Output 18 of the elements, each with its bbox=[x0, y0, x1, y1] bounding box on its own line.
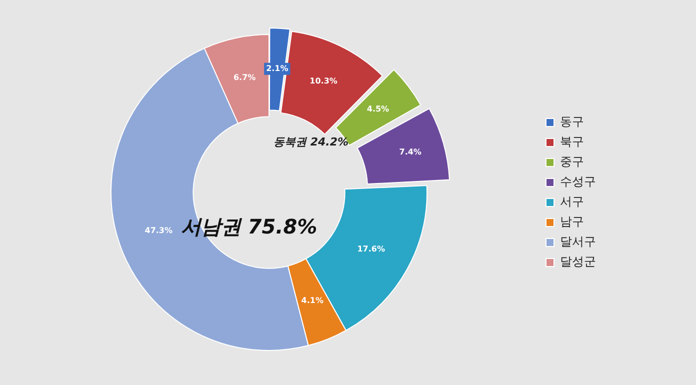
legend-label: 동구 bbox=[560, 114, 584, 129]
text: 서남권 75.8% bbox=[180, 214, 318, 239]
data-label: 4.5% bbox=[366, 104, 390, 114]
legend-label: 북구 bbox=[560, 134, 584, 149]
legend-label: 남구 bbox=[560, 214, 584, 229]
legend-label: 달서구 bbox=[560, 234, 596, 249]
data-label: 4.1% bbox=[301, 296, 324, 306]
legend-label: 중구 bbox=[560, 154, 584, 169]
data-label: 47.3% bbox=[144, 226, 173, 236]
legend-label: 달성군 bbox=[560, 254, 596, 269]
data-label: 17.6% bbox=[357, 244, 385, 254]
legend-label: 서구 bbox=[560, 194, 584, 209]
legend-label: 수성구 bbox=[560, 174, 596, 189]
data-label: 6.7% bbox=[233, 73, 256, 82]
data-label: 10.3% bbox=[310, 76, 338, 86]
data-label: 2.1% bbox=[266, 64, 288, 73]
data-label: 7.4% bbox=[399, 147, 422, 156]
text: 동북권 24.2% bbox=[274, 135, 348, 148]
